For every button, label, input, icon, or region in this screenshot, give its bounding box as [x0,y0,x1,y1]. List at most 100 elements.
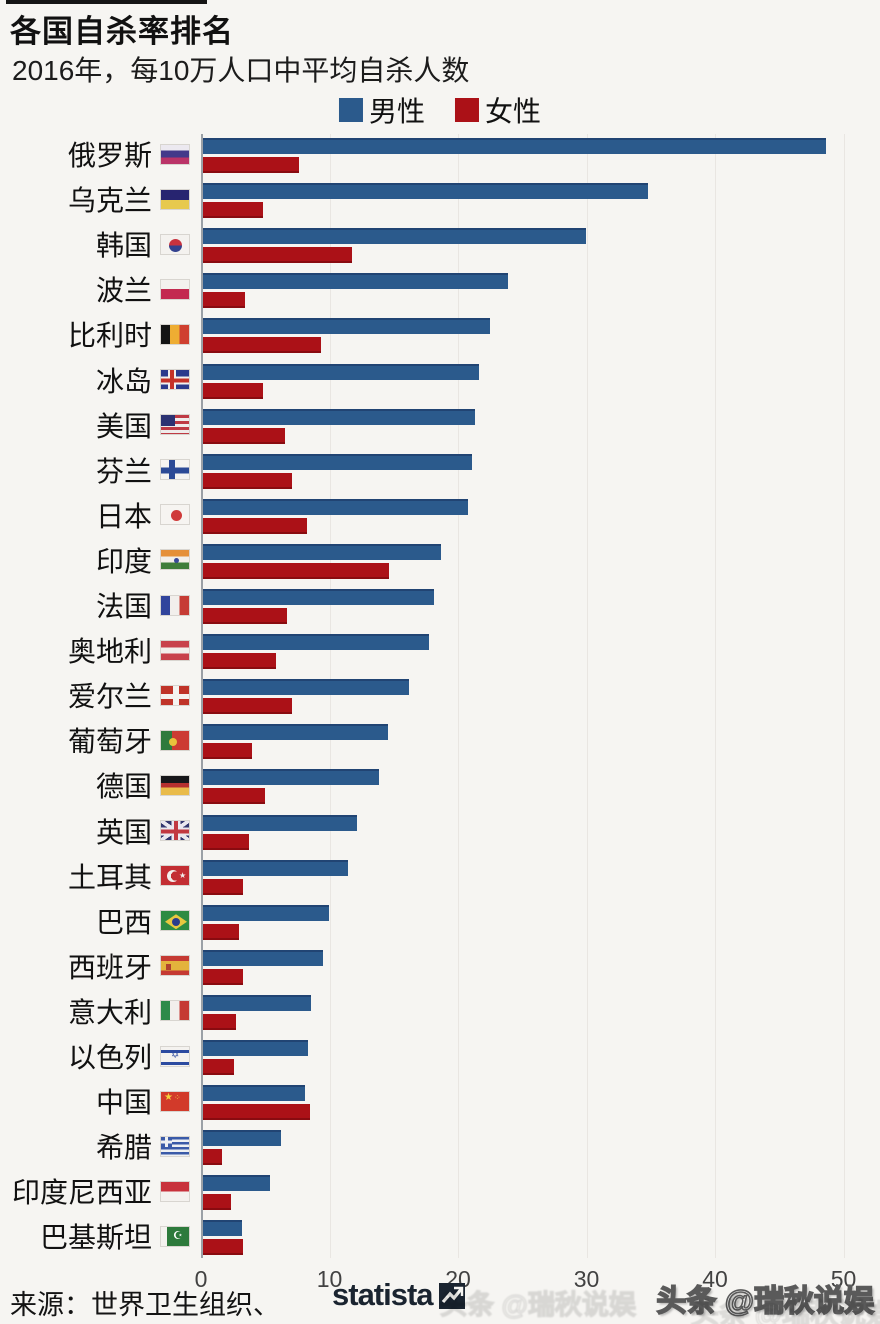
flag-germany-icon [160,774,190,796]
female-bar [203,1013,237,1030]
flag-brazil-icon [160,910,190,932]
country-label: 西班牙 [67,951,152,983]
country-label: 爱尔兰 [67,681,152,713]
country-row: 以色列 [0,1036,880,1081]
country-label: 波兰 [95,275,152,307]
statista-logo-icon [438,1283,465,1309]
flag-japan-icon [160,504,190,526]
male-bar [203,634,430,651]
x-tick-label: 0 [194,1266,208,1292]
legend: 男性 女性 [338,90,541,130]
flag-greece-icon [160,1135,190,1157]
female-bar [203,608,287,624]
female-bar [203,472,292,489]
country-label-cell: 爱尔兰 [0,675,196,715]
male-bar [203,814,358,831]
male-bar [203,1220,242,1237]
flag-ireland-icon [160,684,190,706]
country-row: 德国 [0,765,880,810]
flag-portugal-icon [160,729,190,751]
country-label-cell: 比利时 [0,314,196,354]
female-bar [203,1239,243,1256]
country-label: 比利时 [67,320,152,352]
male-bar [203,949,323,966]
country-label: 土耳其 [67,861,152,893]
legend-label: 男性 [368,96,425,127]
country-row: 芬兰 [0,450,880,495]
country-row: 巴基斯坦 [0,1216,880,1261]
female-bar [203,653,277,670]
country-label: 巴西 [95,906,152,938]
female-bar [203,743,252,760]
male-bar [203,228,586,245]
country-label-cell: 奥地利 [0,630,196,670]
country-row: 土耳其 [0,856,880,901]
flag-indonesia-icon [160,1180,190,1202]
flag-spain-icon [160,955,190,977]
female-bar [203,382,264,399]
plot-area: 俄罗斯 乌克兰 韩国 波兰 比利时 冰岛 美国 芬兰 日本 印度 法国 奥地利 爱尔兰 葡萄牙 德国 英国 土耳… [0,134,880,1262]
flag-pakistan-icon [160,1225,190,1247]
country-label-cell: 法国 [0,585,196,625]
female-bar [203,968,243,985]
female-bar [203,337,322,354]
flag-south-korea-icon [160,233,190,255]
country-label-cell: 土耳其 [0,856,196,896]
legend-item: 女性 [455,90,541,130]
source-text: 来源：世界卫生组织、 [10,1290,280,1320]
country-label: 德国 [95,771,152,803]
female-bar [203,202,264,219]
male-bar [203,543,441,560]
country-row: 波兰 [0,269,880,314]
country-row: 意大利 [0,991,880,1036]
male-bar [203,363,480,380]
country-label: 乌克兰 [67,185,152,217]
watermark-ghost: 头条 @瑞秋说娱 [690,1297,880,1324]
flag-ukraine-icon [160,188,190,210]
country-label: 美国 [95,410,152,442]
country-row: 葡萄牙 [0,720,880,765]
country-row: 中国 [0,1081,880,1126]
male-bar [203,273,508,290]
country-label: 中国 [95,1087,152,1119]
flag-india-icon [160,549,190,571]
country-row: 美国 [0,405,880,450]
country-label-cell: 印度尼西亚 [0,1171,196,1211]
legend-label: 女性 [485,96,542,127]
female-bar [203,878,243,895]
female-bar [203,517,308,534]
female-bar [203,833,250,850]
country-row: 印度尼西亚 [0,1171,880,1216]
country-label-cell: 印度 [0,540,196,580]
country-row: 西班牙 [0,946,880,991]
country-label-cell: 葡萄牙 [0,720,196,760]
country-label: 日本 [95,500,152,532]
country-label: 法国 [95,591,152,622]
male-bar [203,589,435,605]
country-label: 奥地利 [67,636,152,668]
female-bar [203,427,286,444]
x-tick-label: 30 [573,1266,600,1292]
country-label-cell: 以色列 [0,1036,196,1076]
gridline [715,134,716,1258]
country-label-cell: 韩国 [0,224,196,264]
country-label: 希腊 [95,1132,152,1164]
male-bar [203,498,468,515]
country-row: 印度 [0,540,880,585]
watermark-text: 头条 @瑞秋说娱 [656,1284,875,1319]
country-label: 俄罗斯 [67,140,152,171]
country-label-cell: 德国 [0,765,196,805]
male-bar [203,1130,282,1147]
flag-china-icon [160,1090,190,1112]
male-bar [203,1085,305,1102]
chart-title: 各国自杀率排名 [10,14,234,49]
country-label-cell: 巴基斯坦 [0,1216,196,1256]
male-bar [203,994,311,1011]
country-label-cell: 芬兰 [0,450,196,490]
male-bar [203,904,329,921]
male-bar [203,453,472,470]
country-label: 英国 [95,816,152,848]
country-label-cell: 西班牙 [0,946,196,986]
female-bar [203,1104,310,1121]
x-tick-label: 50 [830,1266,857,1292]
